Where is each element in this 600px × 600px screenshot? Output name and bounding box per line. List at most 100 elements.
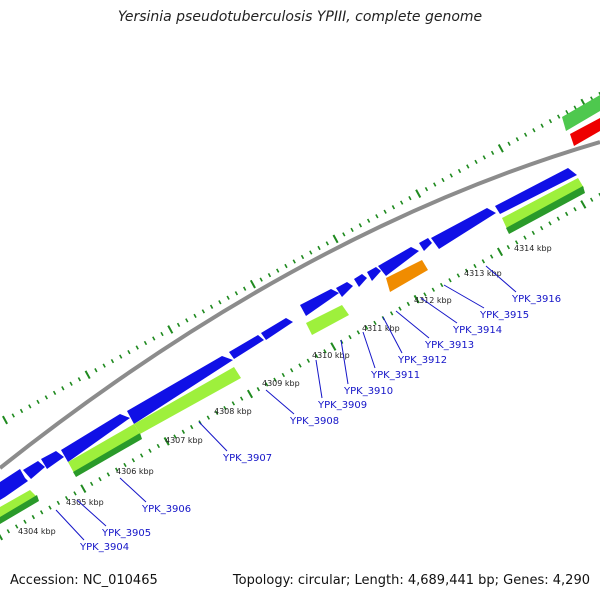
outer-tick — [532, 128, 536, 133]
locus-callout-line — [420, 297, 458, 324]
locus-callout-line — [485, 265, 517, 293]
inner-tick — [148, 448, 152, 453]
cds-reverse-3[interactable] — [134, 367, 241, 434]
locus-label-ypk-3906[interactable]: YPK_3906 — [141, 504, 191, 515]
outer-tick — [218, 300, 222, 305]
gene-red-top-right[interactable] — [570, 118, 600, 146]
inner-tick — [31, 514, 36, 520]
locus-label-ypk-3914[interactable]: YPK_3914 — [452, 325, 502, 336]
cds-reverse-2[interactable] — [68, 424, 140, 473]
outer-tick — [474, 159, 478, 165]
outer-tick — [449, 173, 453, 178]
genome-summary: Topology: circular; Length: 4,689,441 bp… — [232, 573, 590, 588]
cds-forward-10[interactable] — [354, 274, 367, 287]
cds-reverse-5[interactable] — [502, 178, 584, 229]
locus-callout-line — [382, 316, 403, 354]
inner-tick — [231, 401, 236, 406]
outer-tick — [185, 318, 189, 323]
inner-tick — [281, 372, 286, 378]
locus-label-ypk-3904[interactable]: YPK_3904 — [79, 542, 129, 553]
cds-forward-11[interactable] — [367, 267, 381, 281]
cds-forward-12[interactable] — [378, 247, 419, 276]
outer-tick — [540, 123, 544, 128]
inner-tick — [239, 396, 244, 401]
locus-label-ypk-3907[interactable]: YPK_3907 — [222, 453, 272, 464]
outer-tick — [292, 259, 296, 264]
outer-tick — [276, 268, 280, 273]
inner-tick — [106, 472, 111, 477]
locus-label-ypk-3915[interactable]: YPK_3915 — [479, 310, 529, 321]
outer-tick — [249, 279, 256, 289]
inner-tick — [163, 436, 170, 446]
cds-forward-8[interactable] — [300, 289, 339, 316]
inner-tick — [406, 301, 411, 307]
cds-forward-4[interactable] — [61, 414, 130, 462]
inner-tick — [264, 382, 269, 387]
inner-tick — [131, 458, 136, 463]
cds-forward-9[interactable] — [336, 282, 353, 297]
outer-tick — [69, 381, 73, 386]
gene-green-top-right[interactable] — [562, 95, 600, 131]
cds-forward-5[interactable] — [127, 356, 233, 424]
scale-label: 4307 kbp — [165, 436, 203, 445]
cds-reverse-1-edge — [0, 495, 39, 524]
inner-tick — [306, 358, 311, 363]
outer-tick — [94, 368, 98, 373]
inner-tick — [156, 443, 161, 449]
outer-tick — [598, 91, 600, 96]
inner-tick — [0, 533, 4, 541]
outer-tick — [226, 295, 230, 300]
inner-tick — [580, 200, 587, 209]
scale-label: 4304 kbp — [18, 527, 56, 536]
scale-label: 4309 kbp — [262, 379, 300, 388]
gene-orange[interactable] — [386, 260, 428, 292]
cds-forward-15[interactable] — [495, 168, 577, 214]
inner-tick — [356, 330, 361, 335]
locus-labels[interactable]: YPK_3904 YPK_3905 YPK_3906 YPK_3907 YPK_3908… — [79, 294, 561, 553]
scale-labels: 4304 kbp 4305 kbp 4306 kbp 4307 kbp 4308 kbp… — [18, 244, 552, 536]
locus-label-ypk-3912[interactable]: YPK_3912 — [397, 355, 447, 366]
outer-tick — [325, 241, 329, 246]
inner-tick — [531, 230, 536, 236]
cds-reverse-2-edge — [73, 433, 142, 477]
cds-forward-3[interactable] — [41, 451, 64, 469]
locus-label-ypk-3910[interactable]: YPK_3910 — [343, 386, 393, 397]
inner-tick — [273, 377, 277, 382]
cds-forward-6[interactable] — [229, 335, 264, 359]
locus-label-ypk-3911[interactable]: YPK_3911 — [370, 370, 420, 381]
outer-tick — [119, 354, 123, 359]
inner-tick — [80, 484, 87, 493]
inner-tick — [496, 247, 504, 257]
outer-tick — [61, 386, 65, 391]
outer-tick-ring — [2, 91, 600, 425]
cds-reverse-4[interactable] — [306, 305, 349, 335]
inner-tick — [246, 389, 254, 399]
locus-label-ypk-3908[interactable]: YPK_3908 — [289, 416, 339, 427]
inner-tick — [223, 405, 227, 411]
cds-forward-14[interactable] — [431, 208, 496, 249]
locus-label-ypk-3916[interactable]: YPK_3916 — [511, 294, 561, 305]
cds-forward-7[interactable] — [261, 318, 293, 340]
outer-tick — [548, 119, 553, 124]
inner-tick — [298, 363, 302, 368]
outer-tick — [317, 245, 321, 251]
outer-tick — [52, 390, 57, 395]
locus-callout-line — [55, 509, 85, 541]
inner-tick — [514, 240, 519, 245]
locus-label-ypk-3909[interactable]: YPK_3909 — [317, 400, 367, 411]
cds-forward-2[interactable] — [23, 461, 45, 479]
scale-label: 4314 kbp — [514, 244, 552, 253]
cds-forward-1[interactable] — [0, 469, 28, 500]
inner-tick — [348, 334, 352, 340]
outer-tick — [342, 232, 346, 237]
locus-label-ypk-3913[interactable]: YPK_3913 — [424, 340, 474, 351]
cds-forward-13[interactable] — [419, 238, 432, 251]
locus-label-ypk-3905[interactable]: YPK_3905 — [101, 528, 151, 539]
outer-tick — [424, 186, 429, 192]
outer-tick — [332, 234, 339, 244]
inner-tick — [489, 254, 494, 259]
outer-tick — [515, 137, 520, 142]
scale-label: 4311 kbp — [362, 324, 400, 333]
inner-tick — [114, 467, 119, 472]
